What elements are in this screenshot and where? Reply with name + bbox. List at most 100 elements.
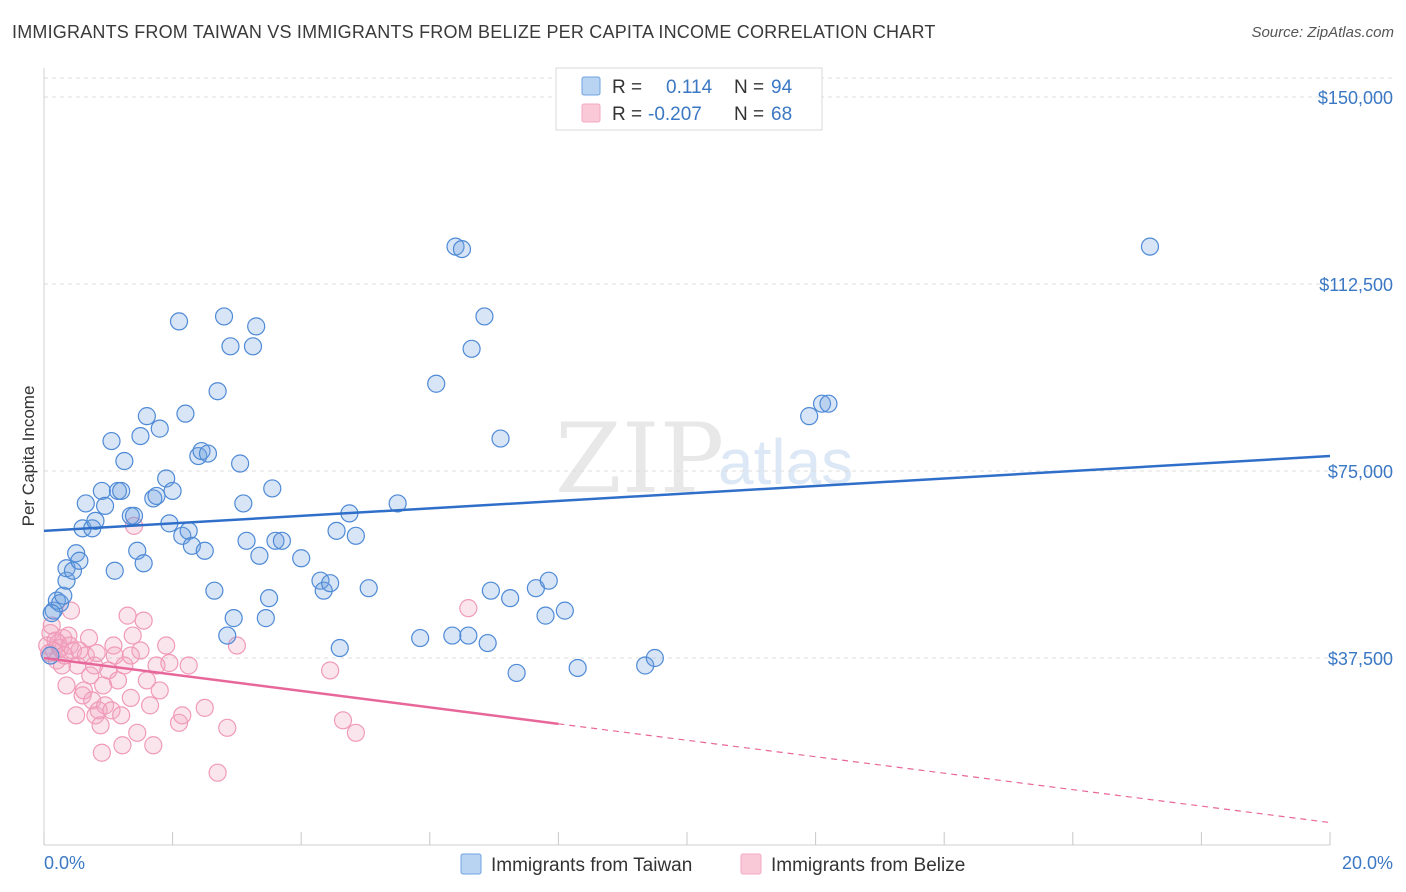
belize-point bbox=[42, 616, 61, 635]
legend-r-value-belize: -0.207 bbox=[648, 104, 702, 125]
belize-series bbox=[38, 516, 478, 782]
legend-swatch-belize bbox=[581, 103, 601, 123]
belize-point bbox=[102, 701, 121, 720]
belize-point bbox=[459, 599, 478, 618]
taiwan-point bbox=[501, 589, 520, 608]
belize-point bbox=[92, 743, 111, 762]
belize-point bbox=[118, 606, 137, 625]
correlation-legend: R = 0.114 N = 94 R = -0.207 N = 68 bbox=[555, 67, 823, 131]
taiwan-point bbox=[812, 394, 832, 413]
belize-point bbox=[87, 643, 106, 663]
belize-point bbox=[160, 653, 179, 673]
taiwan-point bbox=[411, 628, 430, 648]
x-tick-label-max: 20.0% bbox=[1342, 853, 1393, 873]
belize-point bbox=[67, 706, 86, 725]
taiwan-point bbox=[243, 337, 263, 356]
taiwan-point bbox=[208, 382, 227, 401]
taiwan-point bbox=[163, 481, 182, 501]
taiwan-point bbox=[819, 394, 838, 413]
legend-r-label-belize: R = bbox=[612, 104, 642, 125]
taiwan-point bbox=[256, 609, 275, 628]
taiwan-point bbox=[314, 581, 333, 600]
taiwan-point bbox=[105, 561, 124, 580]
taiwan-point bbox=[41, 646, 60, 665]
taiwan-point bbox=[462, 339, 481, 358]
taiwan-point bbox=[443, 626, 462, 645]
taiwan-point bbox=[250, 546, 269, 565]
taiwan-point bbox=[205, 581, 224, 600]
taiwan-point bbox=[124, 506, 144, 525]
bottom-legend-swatch-belize bbox=[740, 853, 762, 875]
x-tick-marks bbox=[43, 832, 1331, 845]
taiwan-point bbox=[147, 486, 166, 506]
taiwan-point bbox=[195, 541, 214, 560]
y-tick-labels: $37,500 $75,000 $112,500 $150,000 bbox=[1318, 88, 1393, 669]
bottom-legend-swatch-taiwan bbox=[460, 853, 482, 875]
taiwan-point bbox=[112, 481, 131, 501]
belize-point bbox=[195, 698, 214, 717]
source-credit: Source: ZipAtlas.com bbox=[1251, 24, 1394, 41]
taiwan-point bbox=[231, 454, 250, 473]
taiwan-point bbox=[218, 626, 237, 645]
trend-lines bbox=[43, 454, 1331, 824]
taiwan-point bbox=[327, 521, 346, 540]
bottom-legend-label-belize: Immigrants from Belize bbox=[771, 855, 965, 876]
belize-point bbox=[140, 696, 160, 715]
belize-trend-extension bbox=[558, 723, 1331, 824]
gridlines bbox=[44, 77, 1393, 659]
taiwan-point bbox=[150, 419, 169, 438]
belize-point bbox=[123, 626, 142, 645]
belize-point bbox=[128, 723, 147, 742]
belize-point bbox=[91, 716, 110, 735]
taiwan-point bbox=[144, 489, 163, 508]
watermark-zip: ZIP bbox=[555, 403, 724, 515]
belize-point bbox=[131, 641, 150, 660]
legend-n-label-taiwan: N = bbox=[734, 77, 764, 98]
belize-point bbox=[173, 706, 192, 725]
taiwan-point bbox=[292, 549, 311, 568]
taiwan-point bbox=[475, 307, 494, 326]
taiwan-point bbox=[263, 479, 282, 498]
taiwan-point bbox=[266, 531, 285, 550]
taiwan-point bbox=[346, 526, 365, 545]
belize-point bbox=[134, 611, 153, 630]
taiwan-point bbox=[321, 574, 340, 593]
legend-n-label-belize: N = bbox=[734, 104, 764, 125]
x-tick-label-min: 0.0% bbox=[44, 853, 85, 873]
belize-point bbox=[179, 656, 198, 675]
belize-point bbox=[81, 666, 100, 685]
taiwan-point bbox=[115, 451, 134, 471]
taiwan-point bbox=[137, 407, 156, 426]
taiwan-series bbox=[41, 237, 1160, 683]
taiwan-point bbox=[92, 481, 111, 501]
taiwan-point bbox=[131, 426, 150, 446]
belize-point bbox=[113, 736, 132, 755]
taiwan-point bbox=[459, 626, 478, 645]
legend-r-label-taiwan: R = bbox=[612, 77, 642, 98]
taiwan-point bbox=[507, 663, 526, 683]
taiwan-point bbox=[102, 431, 121, 451]
taiwan-point bbox=[214, 307, 234, 326]
taiwan-point bbox=[539, 571, 558, 590]
belize-point bbox=[60, 636, 79, 655]
taiwan-point bbox=[63, 561, 83, 580]
taiwan-point bbox=[44, 601, 63, 620]
taiwan-point bbox=[568, 658, 587, 678]
series-legend: Immigrants from Taiwan Immigrants from B… bbox=[460, 853, 965, 876]
taiwan-point bbox=[70, 551, 89, 570]
taiwan-point bbox=[57, 571, 76, 590]
taiwan-point bbox=[86, 511, 105, 530]
taiwan-point bbox=[134, 554, 153, 573]
belize-point bbox=[157, 636, 176, 655]
taiwan-point bbox=[247, 317, 266, 336]
belize-point bbox=[321, 661, 340, 680]
belize-point bbox=[150, 681, 169, 700]
taiwan-point bbox=[169, 312, 189, 331]
taiwan-trend-line bbox=[43, 454, 1331, 533]
taiwan-point bbox=[224, 609, 243, 628]
taiwan-point bbox=[198, 444, 218, 463]
taiwan-point bbox=[259, 589, 279, 608]
taiwan-point bbox=[76, 494, 95, 513]
taiwan-point bbox=[388, 494, 407, 513]
legend-r-value-taiwan: 0.114 bbox=[666, 77, 713, 98]
